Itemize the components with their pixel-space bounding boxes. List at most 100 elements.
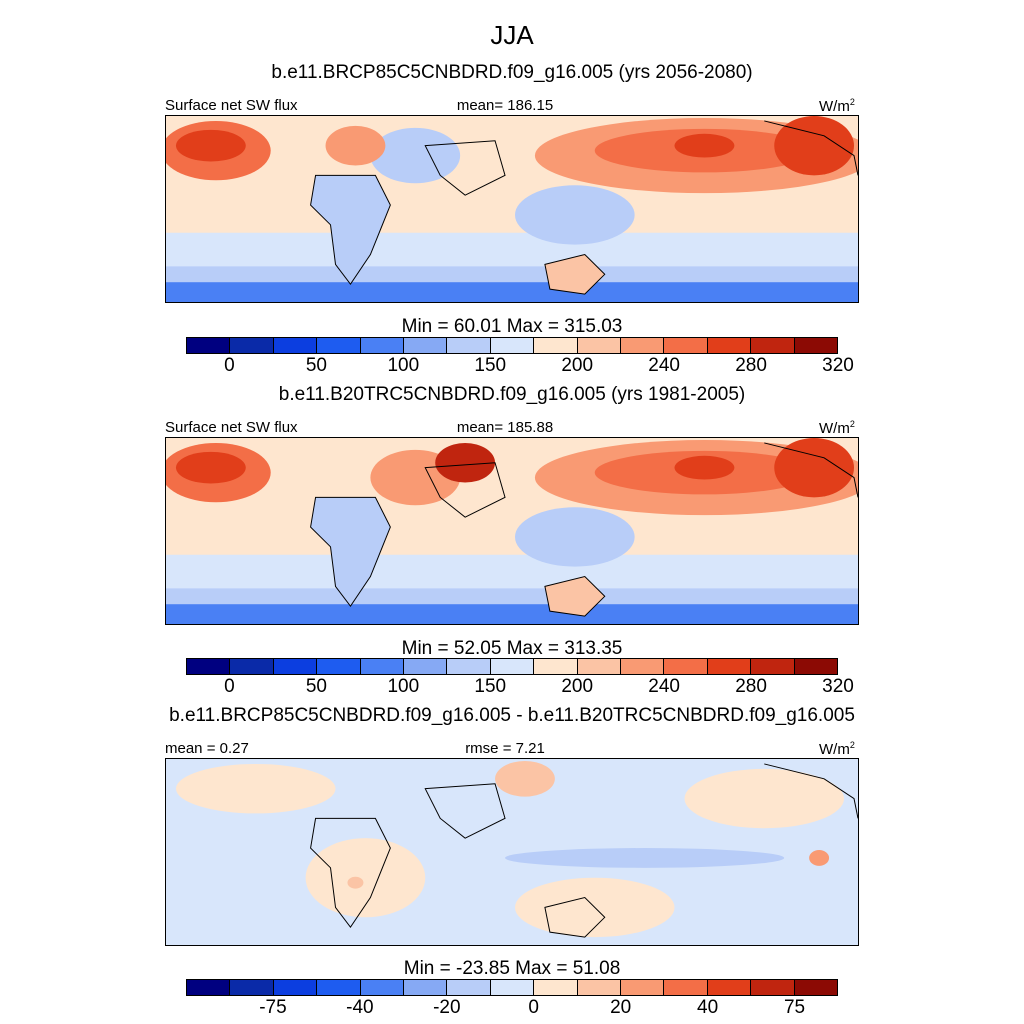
colorbar-swatch xyxy=(273,659,318,674)
panel-2-map-svg xyxy=(166,438,858,624)
colorbar-swatch xyxy=(621,659,665,674)
panel-1-variable-label: Surface net SW flux xyxy=(165,97,298,114)
panel-3-title: b.e11.BRCP85C5CNBDRD.f09_g16.005 - b.e11… xyxy=(169,705,855,726)
colorbar-swatch xyxy=(534,338,578,353)
colorbar-swatch xyxy=(447,338,491,353)
panel-3-mean-label: mean = 0.27 xyxy=(165,740,249,757)
colorbar-swatch xyxy=(273,980,318,995)
panel-2-units-text: W/m xyxy=(819,420,850,437)
colorbar-tick-label: 75 xyxy=(783,997,806,1018)
colorbar-swatch xyxy=(751,980,795,995)
colorbar-tick-label: 200 xyxy=(561,676,594,697)
colorbar-tick-label: 150 xyxy=(474,676,507,697)
panel-3-units-sup: 2 xyxy=(849,740,855,750)
panel-1-units-sup: 2 xyxy=(849,97,855,107)
panel-2-colorbar xyxy=(186,658,838,675)
colorbar-tick-label: 320 xyxy=(822,676,854,697)
colorbar-tick-label: 240 xyxy=(648,676,680,697)
panel-1-map xyxy=(165,115,859,303)
colorbar-tick-label: 200 xyxy=(561,355,594,376)
colorbar-swatch xyxy=(751,659,795,674)
panel-1-title: b.e11.BRCP85C5CNBDRD.f09_g16.005 (yrs 20… xyxy=(271,62,753,83)
colorbar-swatch xyxy=(447,980,491,995)
panel-2-title: b.e11.B20TRC5CNBDRD.f09_g16.005 (yrs 198… xyxy=(278,384,746,405)
colorbar-swatch xyxy=(794,980,838,995)
colorbar-swatch xyxy=(230,980,274,995)
colorbar-tick-label: 280 xyxy=(735,355,767,376)
colorbar-swatch xyxy=(273,338,318,353)
colorbar-tick-label: 0 xyxy=(224,676,235,697)
panel-2-mean-label: mean= 185.88 xyxy=(456,419,554,436)
colorbar-swatch xyxy=(621,338,665,353)
panel-3-colorbar-ticks: -75 -40 -20 0 20 40 75 xyxy=(0,997,1024,1021)
colorbar-swatch xyxy=(490,980,535,995)
panel-2-units-sup: 2 xyxy=(849,419,855,429)
colorbar-swatch xyxy=(751,338,795,353)
panel-2-map xyxy=(165,437,859,625)
panel-1-units: W/m2 xyxy=(819,97,855,115)
panel-2-colorbar-ticks: 0 50 100 150 200 240 280 320 xyxy=(0,676,1024,700)
colorbar-tick-label: 240 xyxy=(648,355,680,376)
colorbar-swatch xyxy=(577,659,622,674)
colorbar-swatch xyxy=(794,659,838,674)
colorbar-tick-label: -40 xyxy=(346,997,374,1018)
panel-1-map-svg xyxy=(166,116,858,302)
panel-2-stats: Min = 52.05 Max = 313.35 xyxy=(401,638,623,659)
panel-1-units-text: W/m xyxy=(819,98,850,115)
colorbar-tick-label: 320 xyxy=(822,355,854,376)
colorbar-tick-label: 0 xyxy=(224,355,235,376)
panel-1-colorbar-ticks: 0 50 100 150 200 240 280 320 xyxy=(0,355,1024,379)
colorbar-swatch xyxy=(794,338,838,353)
colorbar-tick-label: 280 xyxy=(735,676,767,697)
colorbar-tick-label: -75 xyxy=(259,997,287,1018)
colorbar-tick-label: 100 xyxy=(387,355,420,376)
panel-3-map xyxy=(165,758,859,946)
colorbar-swatch xyxy=(664,980,708,995)
colorbar-tick-label: 150 xyxy=(474,355,507,376)
colorbar-swatch xyxy=(490,659,535,674)
panel-3-rmse-label: rmse = 7.21 xyxy=(465,740,545,757)
colorbar-swatch xyxy=(577,338,622,353)
panel-1-colorbar xyxy=(186,337,838,354)
colorbar-swatch xyxy=(404,659,448,674)
colorbar-swatch xyxy=(404,338,448,353)
colorbar-swatch xyxy=(534,659,578,674)
colorbar-swatch xyxy=(534,980,578,995)
colorbar-swatch xyxy=(707,338,752,353)
panel-2-units: W/m2 xyxy=(819,419,855,437)
colorbar-swatch xyxy=(187,338,231,353)
panel-3-map-svg xyxy=(166,759,858,945)
panel-3-units: W/m2 xyxy=(819,740,855,758)
colorbar-swatch xyxy=(230,659,274,674)
colorbar-tick-label: 50 xyxy=(305,355,327,376)
colorbar-tick-label: 50 xyxy=(305,676,327,697)
colorbar-tick-label: 40 xyxy=(697,997,719,1018)
colorbar-swatch xyxy=(317,338,361,353)
colorbar-swatch xyxy=(317,659,361,674)
colorbar-swatch xyxy=(490,338,535,353)
figure-title: JJA xyxy=(490,20,534,50)
panel-1-stats: Min = 60.01 Max = 315.03 xyxy=(401,316,623,337)
colorbar-swatch xyxy=(664,659,708,674)
colorbar-swatch xyxy=(317,980,361,995)
colorbar-swatch xyxy=(187,980,231,995)
colorbar-swatch xyxy=(187,659,231,674)
panel-3-colorbar xyxy=(186,979,838,996)
colorbar-swatch xyxy=(360,338,405,353)
colorbar-swatch xyxy=(707,980,752,995)
colorbar-swatch xyxy=(360,659,405,674)
colorbar-tick-label: 100 xyxy=(387,676,420,697)
colorbar-swatch xyxy=(707,659,752,674)
colorbar-swatch xyxy=(577,980,622,995)
colorbar-swatch xyxy=(447,659,491,674)
colorbar-tick-label: 0 xyxy=(528,997,540,1018)
panel-1-mean-label: mean= 186.15 xyxy=(456,97,554,114)
panel-3-units-text: W/m xyxy=(819,741,850,758)
colorbar-swatch xyxy=(664,338,708,353)
colorbar-swatch xyxy=(404,980,448,995)
colorbar-swatch xyxy=(360,980,405,995)
colorbar-tick-label: -20 xyxy=(433,997,461,1018)
colorbar-tick-label: 20 xyxy=(610,997,632,1018)
panel-3-stats: Min = -23.85 Max = 51.08 xyxy=(403,958,621,979)
colorbar-swatch xyxy=(621,980,665,995)
